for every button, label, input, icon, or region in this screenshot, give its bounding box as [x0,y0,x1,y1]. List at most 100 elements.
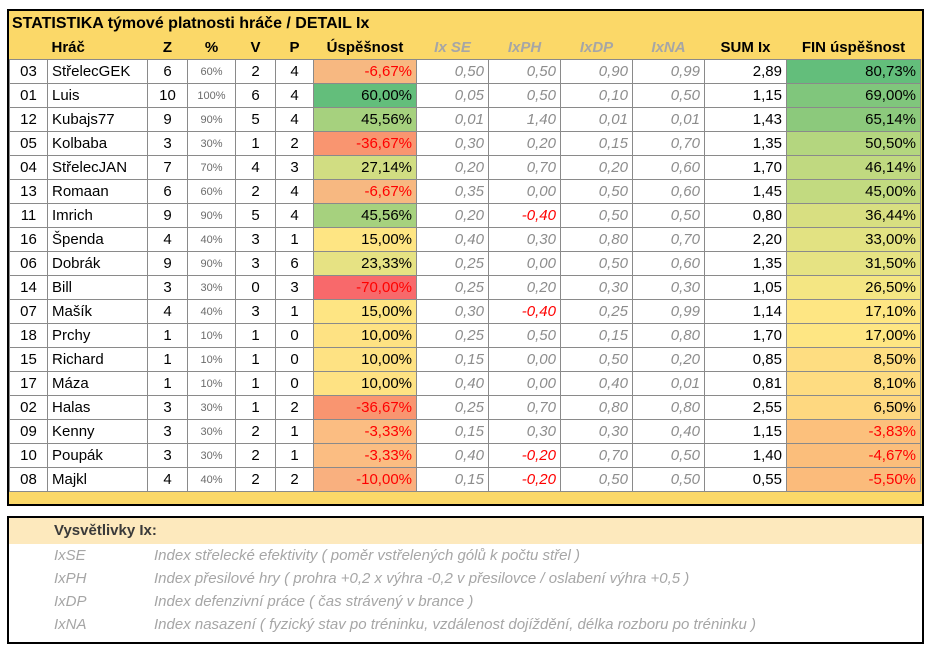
table-body: 03 StřelecGEK 6 60% 2 4 -6,67% 0,50 0,50 0,90 0,99… [9,59,921,492]
games-z: 3 [147,131,188,156]
player-name: Majkl [47,467,148,492]
ixna-value: 0,99 [632,59,705,84]
losses-p: 3 [275,275,314,300]
row-id: 01 [9,83,48,108]
legend-code: IxDP [54,593,87,610]
table-row: 18 Prchy 1 10% 1 0 10,00% 0,25 0,50 0,15 0,80 1,70 1… [9,323,921,348]
ixdp-value: 0,15 [560,131,633,156]
fin-success-value: -3,83% [786,419,921,444]
success-value: 60,00% [313,83,417,108]
games-z: 4 [147,227,188,252]
player-name: Kubajs77 [47,107,148,132]
percent: 90% [187,203,236,228]
success-value: -70,00% [313,275,417,300]
legend-code: IxNA [54,616,87,633]
ixse-value: 0,40 [416,371,489,396]
ixna-value: 0,60 [632,179,705,204]
ixdp-value: 0,80 [560,227,633,252]
sum-ix-value: 1,05 [704,275,787,300]
ixdp-value: 0,01 [560,107,633,132]
sum-ix-value: 1,70 [704,155,787,180]
ixdp-value: 0,90 [560,59,633,84]
ixdp-value: 0,10 [560,83,633,108]
sum-ix-value: 1,14 [704,299,787,324]
ixph-value: 0,00 [488,371,561,396]
wins-v: 4 [235,155,276,180]
table-row: 01 Luis 10 100% 6 4 60,00% 0,05 0,50 0,10 0,50 1,15… [9,83,921,108]
losses-p: 2 [275,395,314,420]
ixph-value: -0,40 [488,299,561,324]
games-z: 1 [147,323,188,348]
sum-ix-value: 1,45 [704,179,787,204]
success-value: -36,67% [313,131,417,156]
sum-ix-value: 2,55 [704,395,787,420]
ixph-value: 0,30 [488,227,561,252]
ixse-value: 0,20 [416,155,489,180]
wins-v: 3 [235,251,276,276]
col-header-fin: FIN úspěšnost [801,39,906,56]
wins-v: 2 [235,467,276,492]
col-header-ixse: Ix SE [434,39,471,56]
table-row: 17 Máza 1 10% 1 0 10,00% 0,40 0,00 0,40 0,01 0,81 8,… [9,371,921,396]
ixna-value: 0,99 [632,299,705,324]
wins-v: 5 [235,203,276,228]
fin-success-value: 69,00% [786,83,921,108]
ixse-value: 0,30 [416,131,489,156]
losses-p: 0 [275,323,314,348]
games-z: 9 [147,107,188,132]
fin-success-value: -5,50% [786,467,921,492]
percent: 40% [187,467,236,492]
ixph-value: 0,20 [488,131,561,156]
ixph-value: -0,20 [488,443,561,468]
success-value: 45,56% [313,203,417,228]
success-value: 10,00% [313,371,417,396]
wins-v: 1 [235,395,276,420]
player-name: Prchy [47,323,148,348]
ixse-value: 0,30 [416,299,489,324]
ixna-value: 0,70 [632,131,705,156]
sum-ix-value: 0,85 [704,347,787,372]
table-row: 07 Mašík 4 40% 3 1 15,00% 0,30 -0,40 0,25 0,99 1,14… [9,299,921,324]
row-id: 08 [9,467,48,492]
wins-v: 2 [235,419,276,444]
legend-list: IxSE Index střelecké efektivity ( poměr v… [9,544,922,636]
wins-v: 2 [235,179,276,204]
success-value: -10,00% [313,467,417,492]
sum-ix-value: 1,35 [704,131,787,156]
ixph-value: -0,40 [488,203,561,228]
ixdp-value: 0,20 [560,155,633,180]
ixdp-value: 0,15 [560,323,633,348]
row-id: 10 [9,443,48,468]
games-z: 3 [147,443,188,468]
legend-item: IxDP Index defenzivní práce ( čas stráven… [9,590,922,613]
table-row: 09 Kenny 3 30% 2 1 -3,33% 0,15 0,30 0,30 0,40 1,15-… [9,419,921,444]
row-id: 06 [9,251,48,276]
player-name: Halas [47,395,148,420]
ixdp-value: 0,50 [560,179,633,204]
sum-ix-value: 1,15 [704,419,787,444]
row-id: 07 [9,299,48,324]
ixna-value: 0,30 [632,275,705,300]
ixph-value: 0,00 [488,347,561,372]
success-value: 45,56% [313,107,417,132]
games-z: 9 [147,203,188,228]
wins-v: 1 [235,371,276,396]
ixph-value: -0,20 [488,467,561,492]
success-value: -36,67% [313,395,417,420]
success-value: 10,00% [313,347,417,372]
sum-ix-value: 1,35 [704,251,787,276]
ixdp-value: 0,80 [560,395,633,420]
sum-ix-value: 0,81 [704,371,787,396]
wins-v: 1 [235,323,276,348]
ixse-value: 0,15 [416,467,489,492]
col-header-ixdp: IxDP [579,39,614,56]
wins-v: 2 [235,443,276,468]
fin-success-value: 36,44% [786,203,921,228]
percent: 60% [187,59,236,84]
ixph-value: 0,70 [488,395,561,420]
ixse-value: 0,20 [416,203,489,228]
col-header-p: P [289,39,300,56]
col-header-id [10,36,48,60]
games-z: 9 [147,251,188,276]
table-row: 14 Bill 3 30% 0 3 -70,00% 0,25 0,20 0,30 0,30 1,05 2… [9,275,921,300]
